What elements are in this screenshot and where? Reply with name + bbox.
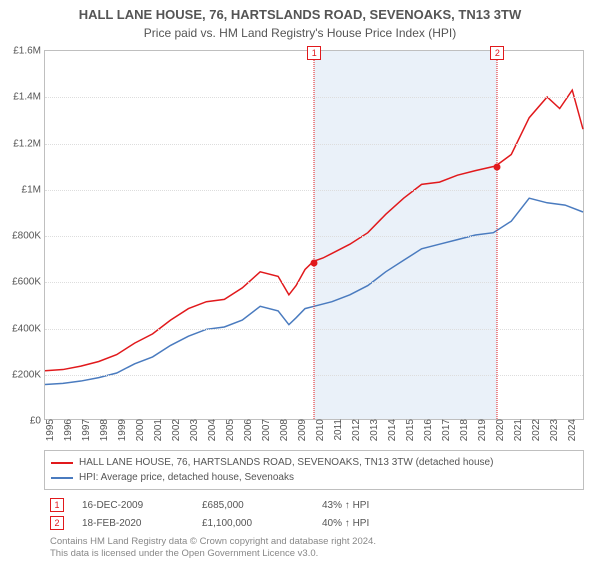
sale-marker: 1 (50, 498, 64, 512)
x-tick-label: 2020 (491, 419, 506, 441)
license-text: Contains HM Land Registry data © Crown c… (44, 532, 584, 561)
x-tick-label: 2001 (149, 419, 164, 441)
marker-line (497, 60, 498, 419)
y-tick-label: £200K (0, 369, 45, 380)
y-tick-label: £1.2M (0, 138, 45, 149)
legend-item: HALL LANE HOUSE, 76, HARTSLANDS ROAD, SE… (51, 455, 577, 470)
x-tick-label: 2006 (239, 419, 254, 441)
sale-date: 16-DEC-2009 (82, 500, 202, 511)
y-tick-label: £1.6M (0, 46, 45, 57)
x-tick-label: 2008 (275, 419, 290, 441)
x-tick-label: 2019 (473, 419, 488, 441)
chart-title: HALL LANE HOUSE, 76, HARTSLANDS ROAD, SE… (0, 0, 600, 24)
x-tick-label: 2009 (293, 419, 308, 441)
x-tick-label: 2022 (527, 419, 542, 441)
x-tick-label: 2017 (437, 419, 452, 441)
sale-date: 18-FEB-2020 (82, 518, 202, 529)
x-tick-label: 2004 (203, 419, 218, 441)
x-tick-label: 2005 (221, 419, 236, 441)
y-tick-label: £400K (0, 323, 45, 334)
sale-pct: 40% ↑ HPI (322, 518, 442, 529)
marker-box: 1 (307, 46, 321, 60)
legend-swatch (51, 462, 73, 464)
x-tick-label: 1997 (77, 419, 92, 441)
x-tick-label: 2014 (383, 419, 398, 441)
x-tick-label: 2011 (329, 419, 344, 441)
legend-swatch (51, 477, 73, 479)
legend-label: HALL LANE HOUSE, 76, HARTSLANDS ROAD, SE… (79, 455, 493, 470)
y-tick-label: £1.4M (0, 92, 45, 103)
chart-footer: HALL LANE HOUSE, 76, HARTSLANDS ROAD, SE… (44, 450, 584, 561)
x-tick-label: 2002 (167, 419, 182, 441)
sales-table: 1 16-DEC-2009£685,00043% ↑ HPI 2 18-FEB-202… (44, 496, 584, 532)
x-tick-label: 2023 (545, 419, 560, 441)
sale-row: 2 18-FEB-2020£1,100,00040% ↑ HPI (44, 514, 584, 532)
chart-container: HALL LANE HOUSE, 76, HARTSLANDS ROAD, SE… (0, 0, 600, 560)
x-tick-label: 2007 (257, 419, 272, 441)
legend-item: HPI: Average price, detached house, Seve… (51, 470, 577, 485)
x-tick-label: 2024 (563, 419, 578, 441)
legend-label: HPI: Average price, detached house, Seve… (79, 470, 294, 485)
x-tick-label: 2018 (455, 419, 470, 441)
x-tick-label: 2003 (185, 419, 200, 441)
x-tick-label: 1998 (95, 419, 110, 441)
y-tick-label: £1M (0, 184, 45, 195)
y-tick-label: £0 (0, 416, 45, 427)
x-tick-label: 1996 (59, 419, 74, 441)
x-tick-label: 2013 (365, 419, 380, 441)
plot-area: £0£200K£400K£600K£800K£1M£1.2M£1.4M£1.6M… (44, 50, 584, 420)
x-tick-label: 1995 (41, 419, 56, 441)
y-tick-label: £600K (0, 277, 45, 288)
sale-marker: 2 (50, 516, 64, 530)
x-tick-label: 2012 (347, 419, 362, 441)
marker-dot (494, 163, 501, 170)
x-tick-label: 1999 (113, 419, 128, 441)
sale-row: 1 16-DEC-2009£685,00043% ↑ HPI (44, 496, 584, 514)
y-tick-label: £800K (0, 231, 45, 242)
chart-subtitle: Price paid vs. HM Land Registry's House … (0, 24, 600, 40)
legend-box: HALL LANE HOUSE, 76, HARTSLANDS ROAD, SE… (44, 450, 584, 490)
x-tick-label: 2016 (419, 419, 434, 441)
sale-pct: 43% ↑ HPI (322, 500, 442, 511)
marker-line (314, 60, 315, 419)
marker-dot (311, 259, 318, 266)
marker-box: 2 (490, 46, 504, 60)
x-tick-label: 2010 (311, 419, 326, 441)
x-tick-label: 2000 (131, 419, 146, 441)
x-tick-label: 2021 (509, 419, 524, 441)
sale-price: £685,000 (202, 500, 322, 511)
sale-price: £1,100,000 (202, 518, 322, 529)
x-tick-label: 2015 (401, 419, 416, 441)
